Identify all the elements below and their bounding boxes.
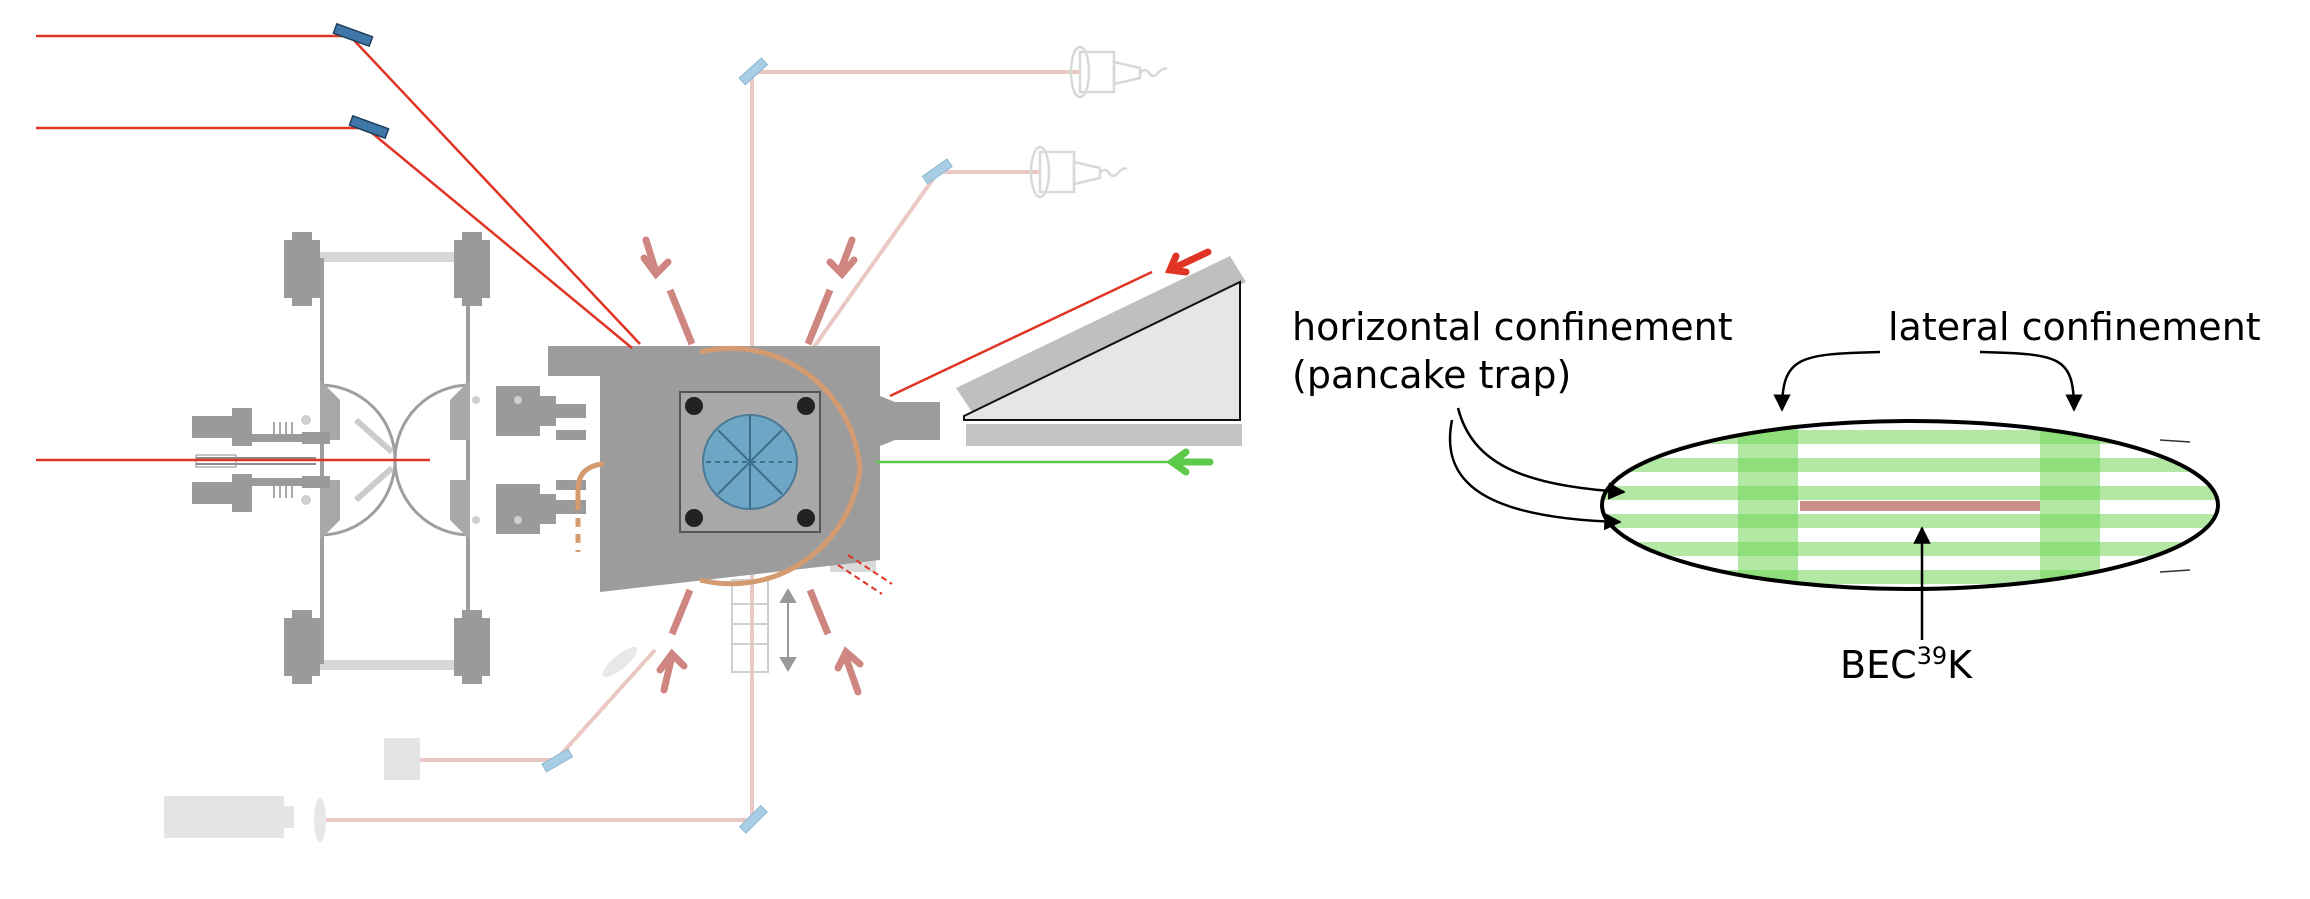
- experimental-setup: [36, 22, 1246, 842]
- copper-tube: [575, 461, 605, 510]
- light-mirrors: [541, 57, 953, 834]
- cloud-tail-bottom: [2159, 569, 2191, 573]
- bec-bar: [1800, 501, 2040, 511]
- red-beams: [36, 34, 1153, 462]
- trap-schematic: horizontal confinement (pancake trap) la…: [1292, 305, 2261, 687]
- cloud-tail-top: [2159, 439, 2191, 443]
- lateral-beam-right: [2040, 421, 2100, 589]
- red-input-arrow: [1164, 248, 1212, 276]
- light-source-box: [164, 796, 284, 838]
- label-bec: BEC39K: [1840, 642, 1973, 687]
- skimmer-cone: [354, 417, 394, 503]
- label-horizontal-line1: horizontal confinement: [1292, 305, 1733, 349]
- fiber-coupler-top: [1069, 45, 1168, 99]
- bec-element: K: [1947, 643, 1973, 687]
- chamber-connectors: [496, 386, 586, 534]
- lens-diagonal: [602, 646, 638, 678]
- bec-prefix: BEC: [1840, 643, 1917, 687]
- left-tube: [192, 408, 330, 512]
- light-source-head: [284, 806, 294, 828]
- fiber-coupler-middle: [1029, 145, 1128, 199]
- prism: [956, 256, 1246, 446]
- annotation-arrows: [1448, 350, 2083, 640]
- label-lateral: lateral confinement: [1888, 305, 2261, 349]
- bec-isotope: 39: [1917, 642, 1948, 670]
- dark-mirrors: [332, 22, 390, 140]
- label-horizontal-line2: (pancake trap): [1292, 353, 1571, 397]
- dashed-red-beam: [847, 554, 893, 585]
- vacuum-frame: [284, 232, 490, 684]
- cloud-outline: [1600, 419, 2220, 591]
- mot-arrows: [640, 236, 864, 696]
- dashed-red-beam-2: [837, 564, 883, 595]
- camera-box: [384, 738, 420, 780]
- green-input-arrow: [1165, 448, 1214, 476]
- lens-bottom: [314, 798, 326, 842]
- science-chamber: [548, 345, 940, 592]
- translation-arrow: [779, 588, 797, 672]
- faint-beam-paths: [320, 70, 1080, 822]
- atom-cloud-fill: [1602, 421, 2218, 589]
- mot-beams: [666, 288, 834, 636]
- lateral-beam-left: [1738, 421, 1798, 589]
